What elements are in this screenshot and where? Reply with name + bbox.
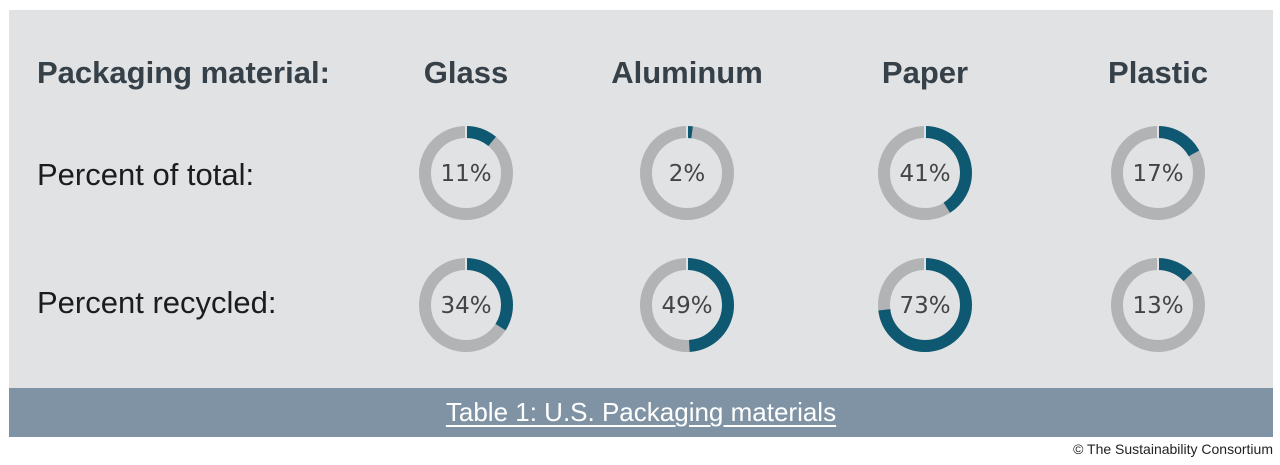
row-label-percent-recycled: Percent recycled: [37, 285, 277, 320]
column-header-aluminum: Aluminum [611, 55, 763, 90]
donut-value-label: 11% [440, 161, 491, 187]
table-panel [9, 10, 1273, 388]
copyright-notice: © The Sustainability Consortium [1073, 441, 1273, 457]
donut-value-label: 73% [899, 293, 950, 319]
donut-plastic-percent-total: 17% [1111, 126, 1205, 220]
donut-value-label: 49% [661, 293, 712, 319]
donut-value-label: 17% [1132, 161, 1183, 187]
table-caption: Table 1: U.S. Packaging materials [445, 397, 837, 427]
row-label-percent-total: Percent of total: [37, 157, 255, 192]
donut-aluminum-percent-total: 2% [640, 126, 734, 220]
donut-value-label: 34% [440, 293, 491, 319]
donut-glass-percent-recycled: 34% [419, 258, 513, 352]
donut-paper-percent-recycled: 73% [878, 258, 972, 352]
donut-aluminum-percent-recycled: 49% [640, 258, 734, 352]
donut-paper-percent-total: 41% [878, 126, 972, 220]
donut-value-label: 2% [669, 161, 706, 187]
column-header-glass: Glass [423, 55, 509, 90]
donut-glass-percent-total: 11% [419, 126, 513, 220]
header-label: Packaging material: [37, 55, 330, 90]
donut-value-label: 41% [899, 161, 950, 187]
donut-plastic-percent-recycled: 13% [1111, 258, 1205, 352]
donut-value-label: 13% [1132, 293, 1183, 319]
caption-bar: Table 1: U.S. Packaging materials [9, 388, 1273, 437]
column-header-plastic: Plastic [1108, 55, 1208, 90]
column-header-paper: Paper [881, 55, 969, 90]
